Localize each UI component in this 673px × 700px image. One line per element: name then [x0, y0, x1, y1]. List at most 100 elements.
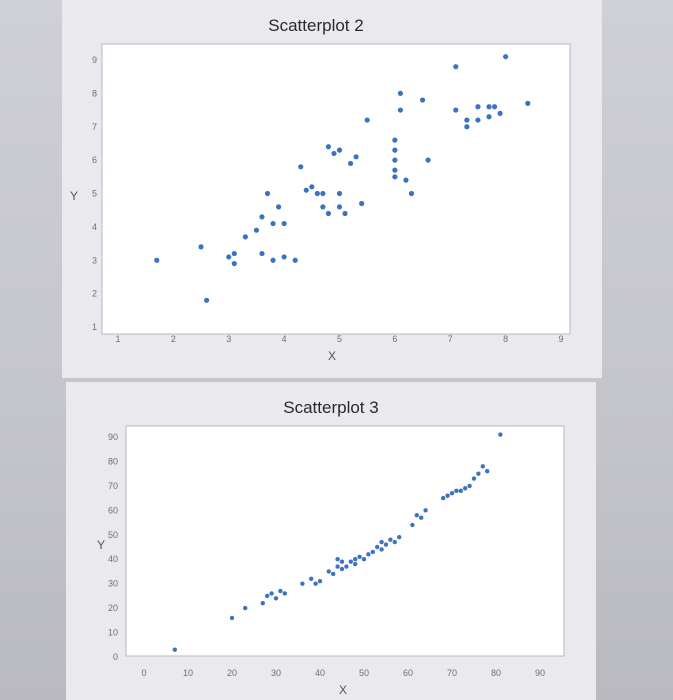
data-point: [300, 581, 305, 586]
data-point: [475, 104, 481, 110]
y-tick-label: 6: [92, 155, 97, 165]
data-point: [242, 234, 248, 240]
data-point: [370, 549, 375, 555]
y-tick-label: 10: [108, 628, 118, 638]
data-point: [273, 596, 279, 601]
y-tick-labels: 0 10 20 30 40 50 60 70 80 90: [108, 432, 118, 662]
data-points: [172, 432, 503, 652]
data-point: [388, 537, 393, 542]
x-tick-label: 40: [315, 668, 325, 678]
x-axis-label: X: [339, 683, 347, 697]
x-tick-label: 30: [271, 668, 281, 678]
data-point: [231, 260, 237, 267]
data-point: [392, 147, 398, 153]
data-point: [314, 190, 320, 197]
data-point: [408, 190, 415, 197]
y-tick-label: 8: [92, 88, 97, 98]
y-tick-label: 4: [92, 222, 97, 232]
y-tick-label: 50: [108, 530, 118, 540]
data-point: [347, 160, 354, 167]
data-point: [383, 542, 389, 547]
y-tick-label: 20: [108, 603, 118, 613]
x-tick-label: 2: [171, 334, 176, 344]
data-point: [270, 257, 276, 263]
y-tick-label: 40: [108, 554, 118, 564]
data-point: [359, 200, 365, 207]
data-point: [463, 486, 468, 491]
data-point: [449, 491, 455, 496]
data-point: [375, 544, 380, 550]
data-point: [275, 204, 282, 210]
plot-area: [101, 43, 571, 335]
y-tick-label: 30: [108, 579, 118, 589]
x-tick-label: 0: [141, 668, 146, 678]
x-tick-label: 5: [337, 334, 342, 344]
data-point: [331, 150, 337, 157]
data-point: [270, 220, 276, 227]
scatterplot-3-panel: Scatterplot 3 X Y 0 10 20 30 40 50 60 70 80 90 0 1…: [66, 382, 596, 700]
data-point: [172, 647, 177, 652]
data-point: [379, 547, 384, 552]
data-point: [364, 117, 370, 123]
data-point: [281, 220, 287, 227]
data-point: [467, 483, 472, 489]
data-point: [414, 513, 419, 518]
data-point: [353, 561, 358, 567]
data-point: [336, 190, 343, 197]
data-point: [419, 515, 424, 520]
data-point: [320, 204, 326, 210]
y-tick-label: 0: [113, 652, 118, 662]
data-point: [154, 257, 160, 263]
x-tick-label: 50: [359, 668, 369, 678]
data-point: [486, 114, 492, 120]
x-axis-label: X: [328, 349, 336, 363]
chart-title: Scatterplot 2: [268, 16, 363, 35]
x-tick-label: 90: [535, 668, 545, 678]
y-tick-label: 70: [108, 481, 118, 491]
data-point: [419, 97, 426, 103]
data-point: [503, 54, 509, 60]
data-point: [292, 257, 298, 263]
data-point: [336, 147, 343, 153]
data-point: [229, 615, 235, 621]
data-point: [204, 297, 210, 303]
data-point: [485, 469, 490, 474]
data-point: [309, 184, 315, 190]
data-point: [423, 508, 428, 513]
data-point: [260, 601, 265, 606]
plot-area: [125, 425, 565, 657]
x-tick-labels: 1 2 3 4 5 6 7 8 9: [115, 334, 563, 344]
data-point: [410, 522, 415, 528]
data-point: [397, 107, 404, 113]
data-point: [392, 174, 398, 180]
data-point: [309, 576, 314, 581]
data-point: [425, 157, 431, 163]
data-point: [339, 566, 345, 572]
data-point: [445, 493, 450, 498]
y-axis-label: Y: [70, 189, 78, 203]
data-point: [471, 476, 477, 481]
data-point: [454, 488, 459, 493]
x-tick-label: 60: [403, 668, 413, 678]
data-point: [331, 571, 336, 577]
data-point: [198, 244, 204, 250]
data-point: [486, 104, 492, 110]
data-point: [353, 557, 358, 562]
data-point: [344, 564, 349, 569]
y-tick-label: 1: [92, 322, 97, 332]
x-tick-label: 8: [503, 334, 508, 344]
data-point: [403, 177, 409, 183]
data-point: [353, 154, 359, 160]
x-tick-label: 70: [447, 668, 457, 678]
data-point: [453, 64, 459, 70]
data-point: [259, 250, 265, 257]
y-tick-label: 80: [108, 456, 118, 466]
data-point: [243, 605, 248, 611]
data-point: [366, 552, 371, 557]
data-point: [325, 210, 332, 217]
data-point: [480, 464, 485, 469]
data-point: [441, 495, 446, 501]
data-point: [379, 539, 384, 545]
x-tick-label: 80: [491, 668, 501, 678]
